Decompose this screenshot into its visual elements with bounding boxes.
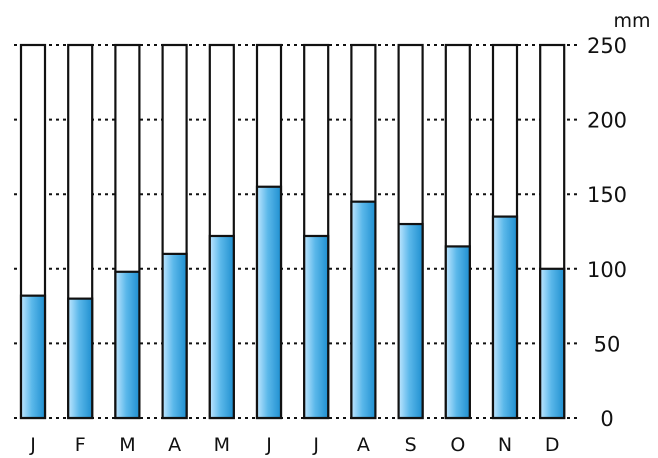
x-tick-label-1: J — [29, 434, 36, 456]
y-tick-label-100: 100 — [587, 258, 627, 282]
bar-1 — [19, 294, 47, 420]
bar-9 — [397, 222, 424, 420]
column-2 — [67, 43, 94, 420]
x-tick-label-11: N — [498, 434, 512, 456]
y-tick-label-250: 250 — [587, 34, 627, 58]
bar-3 — [114, 270, 141, 420]
bar-2 — [67, 297, 94, 420]
y-tick-label-0: 0 — [600, 407, 613, 431]
x-tick-label-12: D — [545, 434, 560, 456]
column-7 — [303, 43, 330, 420]
x-tick-label-6: J — [265, 434, 272, 456]
bar-11 — [491, 215, 519, 420]
column-4 — [161, 43, 188, 420]
x-tick-label-8: A — [357, 434, 370, 456]
y-tick-label-200: 200 — [587, 109, 627, 133]
y-axis-ticks: 0 50 100 150 200 250 — [587, 34, 627, 431]
y-axis-unit-label: mm — [613, 10, 650, 32]
column-10 — [444, 43, 471, 420]
column-6 — [255, 43, 283, 420]
bar-12 — [539, 267, 566, 420]
gridlines — [14, 44, 578, 419]
columns — [19, 43, 566, 420]
bar-4 — [161, 252, 188, 420]
bar-6 — [255, 185, 283, 420]
column-1 — [19, 43, 47, 420]
column-9 — [397, 43, 424, 420]
x-tick-label-5: M — [214, 434, 230, 456]
bar-8 — [350, 200, 377, 420]
x-tick-label-7: J — [312, 434, 319, 456]
column-5 — [208, 43, 235, 420]
x-tick-label-10: O — [450, 434, 465, 456]
x-tick-label-4: A — [168, 434, 181, 456]
bar-5 — [208, 234, 235, 420]
y-tick-label-150: 150 — [587, 183, 627, 207]
column-8 — [350, 43, 377, 420]
column-11 — [491, 43, 519, 420]
bar-7 — [303, 234, 330, 420]
x-tick-label-9: S — [405, 434, 417, 456]
column-3 — [114, 43, 141, 420]
column-12 — [539, 43, 566, 420]
x-tick-label-3: M — [119, 434, 135, 456]
x-tick-label-2: F — [75, 434, 86, 456]
y-tick-label-50: 50 — [594, 332, 621, 356]
bar-10 — [444, 245, 471, 420]
